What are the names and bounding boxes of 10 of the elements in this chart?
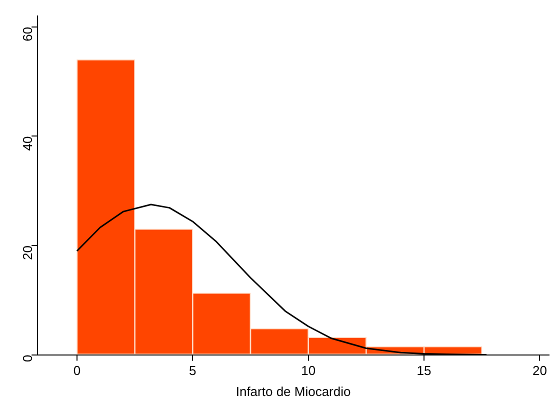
y-tick-label: 0	[20, 354, 36, 362]
y-tick-label: 60	[20, 26, 36, 42]
x-tick-label: 10	[301, 363, 316, 378]
y-tick-label: 40	[20, 136, 36, 151]
x-tick-label: 0	[73, 363, 81, 378]
x-tick-label: 20	[532, 363, 547, 378]
y-tick-label: 20	[20, 246, 36, 260]
x-axis-title: Infarto de Miocardio	[236, 384, 351, 399]
x-tick-label: 15	[416, 363, 432, 378]
x-tick-label: 5	[189, 363, 196, 378]
